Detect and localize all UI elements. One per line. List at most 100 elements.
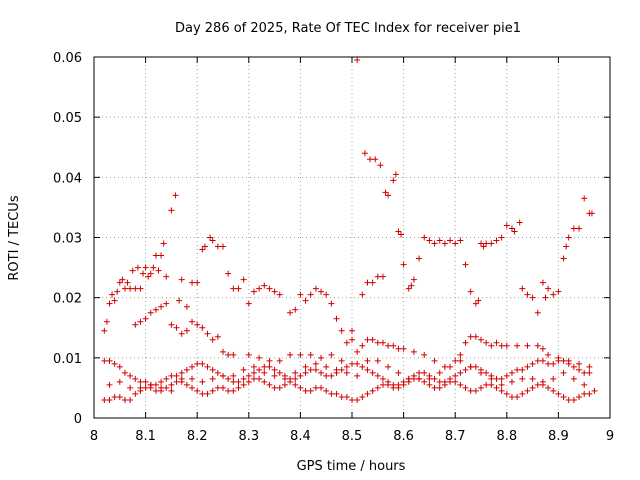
data-point (168, 321, 175, 328)
data-point (493, 339, 500, 346)
data-point (124, 279, 131, 286)
data-point (183, 303, 190, 310)
data-point (483, 339, 490, 346)
data-point (534, 342, 541, 349)
data-point (379, 339, 386, 346)
data-point (555, 288, 562, 295)
x-tick-label: 8.4 (290, 429, 311, 444)
data-point (302, 297, 309, 304)
data-point (570, 396, 577, 403)
data-point (343, 369, 350, 376)
data-point (271, 366, 278, 373)
data-point (379, 375, 386, 382)
data-point (483, 240, 490, 247)
data-point (364, 336, 371, 343)
data-point (374, 273, 381, 280)
data-point (145, 273, 152, 280)
data-point (550, 387, 557, 394)
data-point (395, 384, 402, 391)
data-point (230, 351, 237, 358)
data-point (400, 345, 407, 352)
data-point (385, 342, 392, 349)
data-point (349, 327, 355, 334)
data-point (529, 384, 536, 391)
data-point (209, 375, 216, 382)
data-point (395, 369, 402, 376)
data-point (570, 225, 577, 232)
data-point (132, 375, 139, 382)
data-point (256, 375, 263, 382)
data-point (377, 162, 384, 169)
data-point (225, 351, 232, 358)
data-point (349, 396, 355, 403)
data-point (183, 381, 190, 388)
data-point (359, 393, 366, 400)
data-point (121, 285, 128, 292)
data-point (132, 285, 139, 292)
x-tick-label: 8.3 (238, 429, 259, 444)
data-point (121, 369, 128, 376)
data-point (318, 288, 325, 295)
data-point (116, 279, 123, 286)
data-point (194, 387, 201, 394)
data-point (534, 357, 541, 364)
data-point (374, 339, 381, 346)
data-point (235, 378, 242, 385)
data-point (214, 333, 221, 340)
data-point (163, 300, 170, 307)
x-tick-label: 8.1 (135, 429, 156, 444)
data-point (214, 384, 221, 391)
data-point (235, 285, 242, 292)
data-point (302, 363, 309, 370)
data-point (256, 366, 263, 373)
data-point (570, 363, 577, 370)
data-point (333, 366, 340, 373)
data-point (240, 366, 247, 373)
data-point (550, 375, 557, 382)
data-point (111, 393, 118, 400)
data-point (539, 357, 546, 364)
data-point (173, 378, 180, 385)
data-point (498, 234, 505, 241)
data-point (220, 372, 226, 379)
data-point (297, 372, 304, 379)
data-point (328, 390, 335, 397)
data-point (261, 378, 268, 385)
data-point (328, 351, 335, 358)
x-tick-label: 8.9 (548, 429, 569, 444)
data-point (129, 267, 136, 274)
data-point (168, 387, 175, 394)
data-point (349, 336, 355, 343)
data-point (452, 240, 459, 247)
data-point (307, 366, 314, 373)
x-tick-label: 8.6 (393, 429, 414, 444)
data-point (194, 360, 201, 367)
data-point (127, 285, 134, 292)
data-point (349, 360, 355, 367)
data-point (250, 363, 257, 370)
data-point (385, 363, 392, 370)
data-point (338, 366, 345, 373)
data-point (516, 219, 523, 226)
data-point (173, 372, 180, 379)
data-point (240, 276, 247, 283)
data-point (361, 150, 368, 157)
data-point (457, 381, 464, 388)
data-point (147, 309, 154, 316)
data-point (111, 297, 118, 304)
data-point (163, 375, 170, 382)
data-point (545, 360, 552, 367)
y-tick-label: 0.03 (53, 232, 82, 247)
data-point (550, 291, 557, 298)
data-point (183, 366, 190, 373)
data-point (101, 396, 108, 403)
data-point (364, 357, 371, 364)
data-point (390, 177, 397, 184)
data-point (493, 384, 500, 391)
data-point (225, 270, 232, 277)
data-point (142, 384, 149, 391)
data-point (178, 369, 185, 376)
data-point (581, 390, 588, 397)
data-point (431, 375, 438, 382)
data-point (106, 381, 113, 388)
